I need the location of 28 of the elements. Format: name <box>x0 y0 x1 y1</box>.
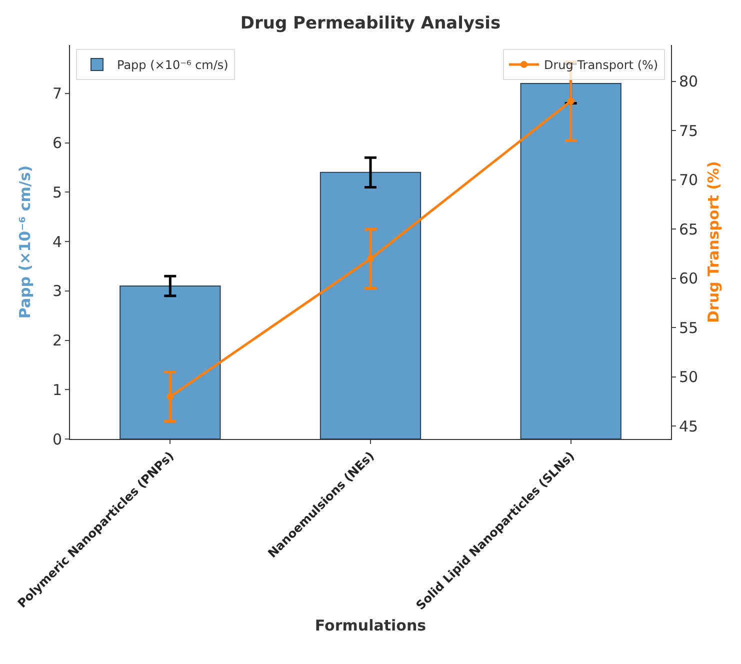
bar <box>320 172 422 439</box>
bar <box>520 83 622 439</box>
y2-tick-label: 80 <box>679 72 698 91</box>
bar <box>120 285 221 439</box>
y-tick-label: 2 <box>52 332 62 350</box>
x-axis-title: Formulations <box>314 616 426 635</box>
y2-tick-label: 75 <box>679 122 698 140</box>
y-tick-label: 3 <box>52 282 62 300</box>
y2-tick-label: 45 <box>679 417 698 436</box>
legend-label: Drug Transport (%) <box>544 58 658 72</box>
y-axis-title: Papp (×10⁻⁶ cm/s) <box>16 165 34 319</box>
point <box>567 98 574 105</box>
y2-tick-label: 50 <box>679 368 698 386</box>
chart-title: Drug Permeability Analysis <box>240 14 501 34</box>
y-tick-label: 1 <box>52 380 62 399</box>
y-tick-label: 5 <box>52 183 62 202</box>
y2-tick-label: 70 <box>679 171 698 190</box>
y2-tick-label: 60 <box>679 270 698 288</box>
y-tick-label: 4 <box>52 232 62 251</box>
y-tick-label: 0 <box>52 430 62 448</box>
y2-axis-title: Drug Transport (%) <box>704 161 722 323</box>
y2-tick-label: 65 <box>679 220 698 238</box>
legend-label: Papp (×10⁻⁶ cm/s) <box>117 58 228 72</box>
y2-tick-label: 55 <box>679 318 698 337</box>
point <box>367 255 374 262</box>
point <box>166 393 174 400</box>
y-tick-label: 6 <box>52 134 62 152</box>
y-tick-label: 7 <box>52 84 62 103</box>
